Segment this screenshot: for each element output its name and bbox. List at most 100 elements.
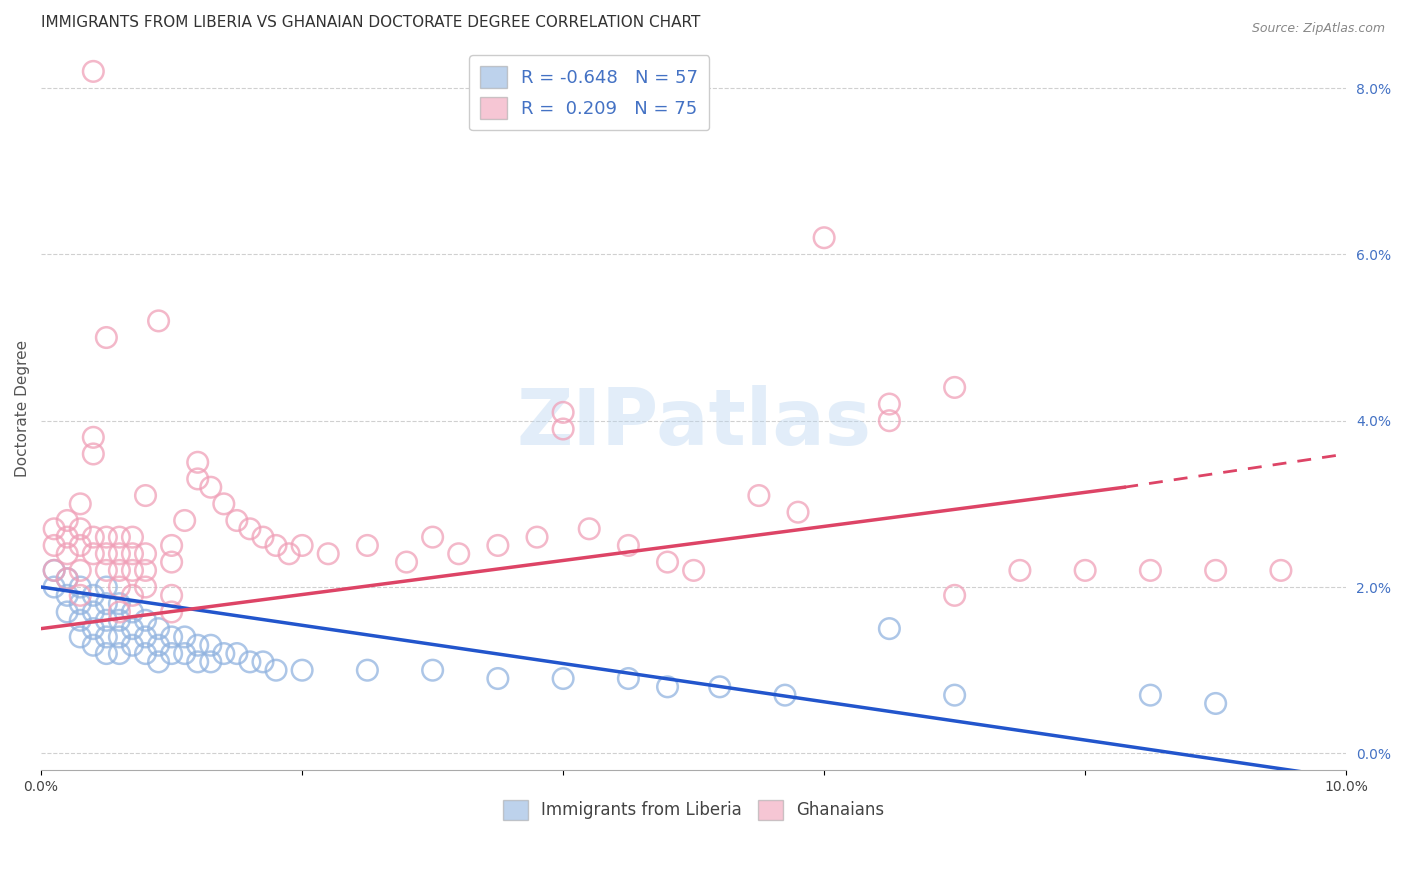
Point [748,489,770,503]
Point [422,530,444,544]
Legend: Immigrants from Liberia, Ghanaians: Immigrants from Liberia, Ghanaians [496,793,891,827]
Point [173,647,195,661]
Point [200,638,222,652]
Point [56,605,79,619]
Point [773,688,796,702]
Text: IMMIGRANTS FROM LIBERIA VS GHANAIAN DOCTORATE DEGREE CORRELATION CHART: IMMIGRANTS FROM LIBERIA VS GHANAIAN DOCT… [41,15,700,30]
Point [173,630,195,644]
Point [553,422,575,436]
Point [252,655,274,669]
Point [56,530,79,544]
Point [148,655,170,669]
Point [943,688,966,702]
Point [44,580,66,594]
Point [200,480,222,494]
Point [96,580,118,594]
Point [212,497,235,511]
Point [121,638,143,652]
Point [160,555,183,569]
Point [69,597,91,611]
Point [173,514,195,528]
Point [252,530,274,544]
Point [160,647,183,661]
Point [617,538,640,552]
Point [943,588,966,602]
Point [108,563,131,577]
Point [44,563,66,577]
Point [787,505,810,519]
Point [82,638,104,652]
Point [69,588,91,602]
Point [44,522,66,536]
Point [121,530,143,544]
Point [1139,688,1161,702]
Point [316,547,339,561]
Point [134,563,156,577]
Point [96,563,118,577]
Point [225,514,247,528]
Point [657,555,679,569]
Point [1008,563,1031,577]
Point [108,647,131,661]
Point [578,522,600,536]
Point [108,605,131,619]
Point [96,597,118,611]
Point [82,430,104,444]
Point [108,530,131,544]
Point [96,630,118,644]
Point [1270,563,1292,577]
Point [617,672,640,686]
Point [291,538,314,552]
Point [264,663,287,677]
Point [69,580,91,594]
Point [160,605,183,619]
Point [134,547,156,561]
Point [395,555,418,569]
Point [200,655,222,669]
Point [121,622,143,636]
Point [278,547,301,561]
Point [187,638,209,652]
Point [82,64,104,78]
Point [447,547,470,561]
Point [134,647,156,661]
Point [82,605,104,619]
Point [108,597,131,611]
Point [553,405,575,419]
Point [239,655,262,669]
Point [121,547,143,561]
Point [187,472,209,486]
Point [187,455,209,469]
Point [879,622,901,636]
Point [879,397,901,411]
Point [943,380,966,394]
Point [69,563,91,577]
Point [1074,563,1097,577]
Text: Source: ZipAtlas.com: Source: ZipAtlas.com [1251,22,1385,36]
Point [82,588,104,602]
Point [56,572,79,586]
Point [657,680,679,694]
Point [134,580,156,594]
Point [96,647,118,661]
Point [356,538,378,552]
Point [96,530,118,544]
Point [108,580,131,594]
Point [1205,697,1227,711]
Point [56,514,79,528]
Point [69,613,91,627]
Point [121,605,143,619]
Point [264,538,287,552]
Point [56,547,79,561]
Point [96,547,118,561]
Point [108,547,131,561]
Point [148,622,170,636]
Point [82,447,104,461]
Point [422,663,444,677]
Point [225,647,247,661]
Point [526,530,548,544]
Text: ZIPatlas: ZIPatlas [516,384,872,460]
Point [160,630,183,644]
Point [108,630,131,644]
Point [96,330,118,344]
